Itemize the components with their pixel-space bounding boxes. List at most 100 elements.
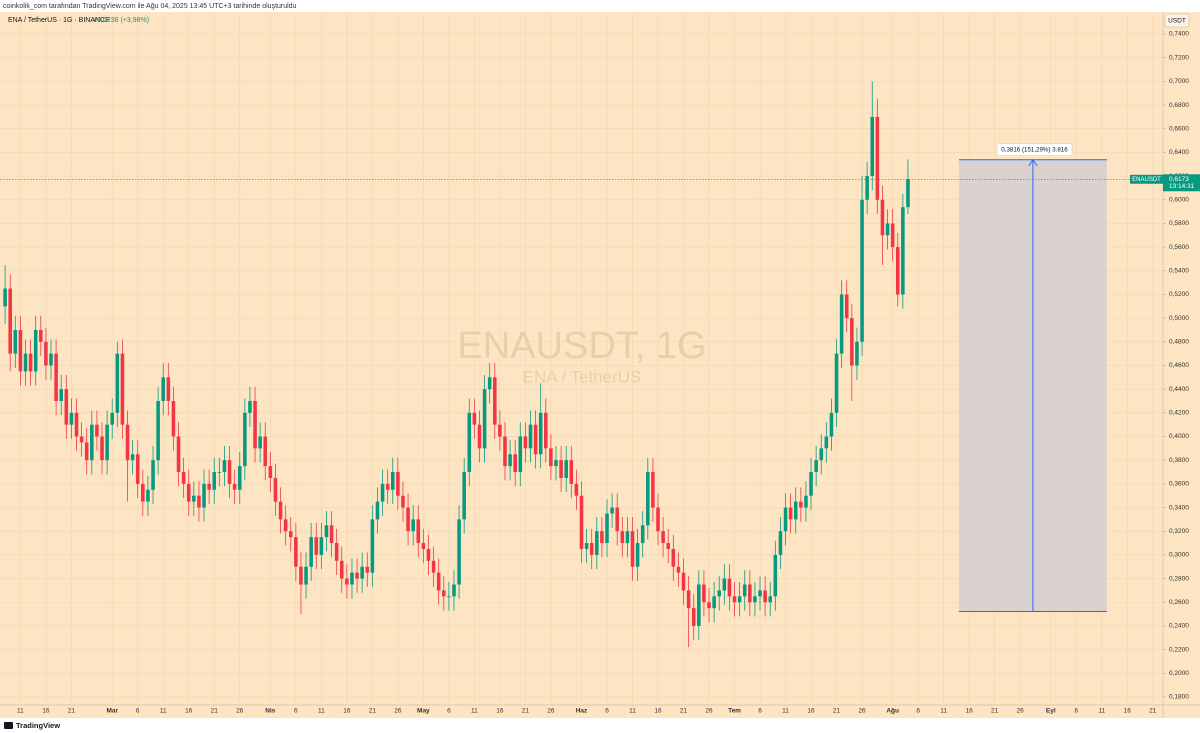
candle-body xyxy=(401,495,405,508)
x-tick-label: 6 xyxy=(605,708,609,715)
x-tick-label: 21 xyxy=(680,708,688,715)
candle-body xyxy=(59,389,63,401)
x-tick-label: 16 xyxy=(1124,708,1132,715)
candle-body xyxy=(197,495,201,508)
candle-body xyxy=(39,329,43,342)
candle-body xyxy=(44,341,48,366)
candle-body xyxy=(365,566,370,573)
y-tick-label: 0,6000 xyxy=(1169,196,1189,203)
candle-body xyxy=(319,537,324,555)
candle-body xyxy=(49,353,53,366)
candle-body xyxy=(18,329,23,372)
candle-body xyxy=(686,590,691,609)
x-tick-label: 26 xyxy=(394,708,402,715)
candle-body xyxy=(615,507,619,532)
footer-logo: TradingView xyxy=(16,721,60,730)
candle-body xyxy=(503,436,507,467)
y-tick-label: 0,5600 xyxy=(1169,244,1189,251)
candle-body xyxy=(411,519,415,532)
candle-body xyxy=(814,460,818,473)
candle-body xyxy=(355,572,359,579)
candle-body xyxy=(584,543,589,549)
candle-body xyxy=(513,454,517,473)
watermark-title: ENAUSDT, 1G xyxy=(457,325,706,367)
y-tick-label: 0,7000 xyxy=(1169,78,1189,85)
x-tick-label: 21 xyxy=(211,708,219,715)
candle-body xyxy=(651,472,655,508)
candle-body xyxy=(727,578,732,597)
candle-body xyxy=(79,436,84,443)
candle-body xyxy=(819,448,824,461)
x-tick-label: May xyxy=(417,708,430,715)
candle-body xyxy=(253,400,257,449)
legend-change: +0,0236 (+3,98%) xyxy=(93,17,149,24)
candle-body xyxy=(273,477,278,502)
candle-body xyxy=(457,519,461,585)
candle-body xyxy=(3,288,7,307)
x-tick-label: Eyl xyxy=(1046,708,1056,715)
x-tick-label: 11 xyxy=(629,708,636,715)
candle-body xyxy=(431,560,436,573)
x-tick-label: 21 xyxy=(833,708,841,715)
candle-body xyxy=(691,608,696,626)
x-tick-label: Haz xyxy=(576,708,588,715)
x-tick-label: 6 xyxy=(758,708,762,715)
candle-body xyxy=(69,412,74,425)
candle-body xyxy=(834,353,839,413)
candle-body xyxy=(620,531,625,544)
x-tick-label: 21 xyxy=(68,708,76,715)
candle-body xyxy=(600,531,604,544)
y-tick-label: 0,5000 xyxy=(1169,315,1189,322)
candle-body xyxy=(630,531,635,567)
x-tick-label: 16 xyxy=(343,708,351,715)
candle-body xyxy=(712,596,716,609)
candle-body xyxy=(416,519,421,544)
measure-label: 0,3816 (151,29%) 3.816 xyxy=(1001,146,1068,153)
x-tick-label: 11 xyxy=(160,708,167,715)
watermark-subtitle: ENA / TetherUS xyxy=(523,367,642,386)
candle-body xyxy=(697,584,701,626)
candle-body xyxy=(385,483,390,490)
candle-body xyxy=(906,179,910,208)
x-tick-label: 21 xyxy=(1149,708,1157,715)
candle-body xyxy=(671,548,676,567)
x-tick-label: 11 xyxy=(1098,708,1105,715)
candle-body xyxy=(100,436,104,461)
candle-body xyxy=(380,483,385,502)
candle-body xyxy=(207,483,211,490)
y-tick-label: 0,7200 xyxy=(1169,54,1189,61)
candle-body xyxy=(595,531,599,555)
x-tick-label: 26 xyxy=(1017,708,1025,715)
candle-body xyxy=(742,584,747,597)
candle-body xyxy=(788,507,793,520)
candle-body xyxy=(569,460,574,484)
candle-body xyxy=(452,584,456,597)
y-tick-label: 0,2400 xyxy=(1169,623,1189,630)
candle-body xyxy=(166,377,171,401)
y-tick-label: 0,5800 xyxy=(1169,220,1189,227)
caption-bar xyxy=(0,0,1200,12)
candle-body xyxy=(278,501,283,520)
candle-body xyxy=(202,483,206,508)
candle-body xyxy=(243,412,247,467)
candle-body xyxy=(492,377,497,425)
candle-body xyxy=(737,596,742,603)
candle-body xyxy=(523,436,528,449)
measure-arrowhead xyxy=(1028,158,1038,167)
candle-body xyxy=(544,412,548,449)
candle-body xyxy=(870,116,875,177)
candle-body xyxy=(472,412,477,425)
legend-symbol: ENA / TetherUS · 1G · BINANCE xyxy=(8,17,110,24)
x-tick-label: 16 xyxy=(807,708,815,715)
candle-body xyxy=(156,400,160,461)
candle-body xyxy=(258,436,262,449)
candle-body xyxy=(610,507,614,514)
candle-body xyxy=(110,412,115,425)
currency-box[interactable] xyxy=(1164,13,1190,28)
x-tick-label: Ağu xyxy=(886,708,899,715)
candle-body xyxy=(54,353,58,401)
y-tick-label: 0,3800 xyxy=(1169,457,1189,464)
candle-body xyxy=(84,442,89,461)
candle-body xyxy=(339,560,344,579)
